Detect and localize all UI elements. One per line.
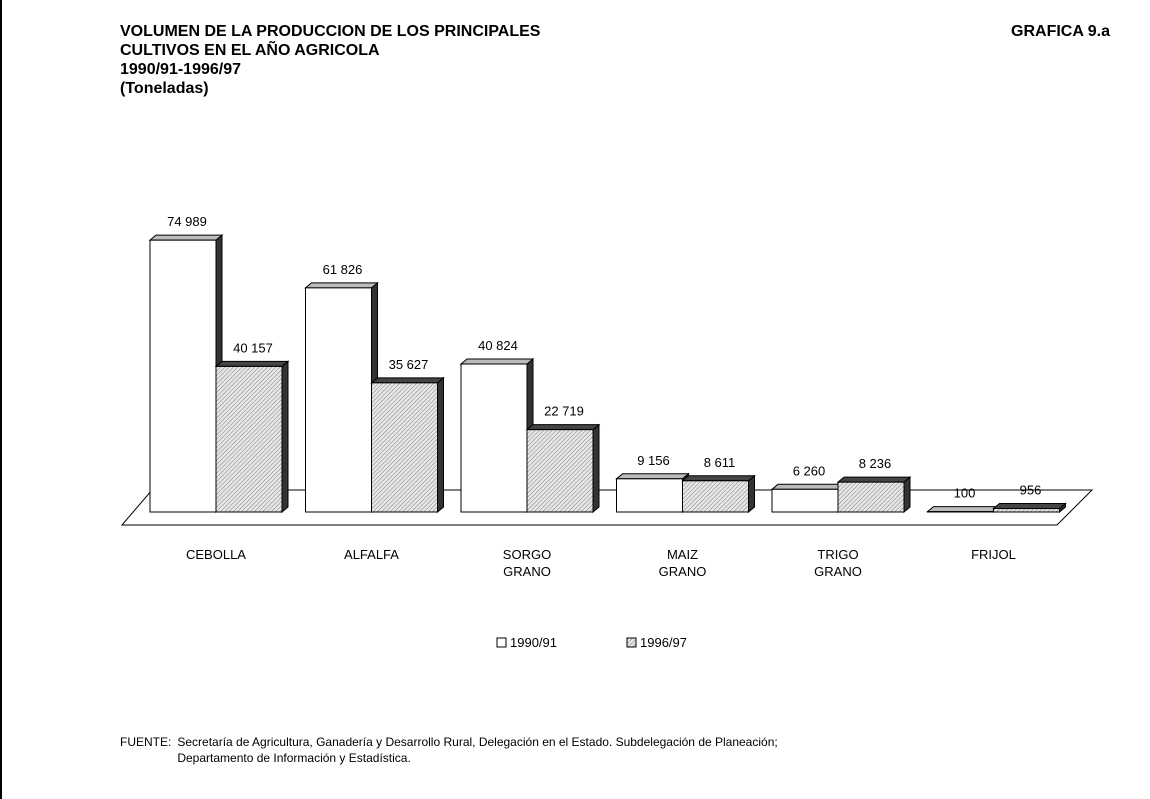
value-label: 35 627	[389, 357, 429, 372]
bar-face	[281, 360, 289, 514]
x-tick-label: TRIGO GRANO	[814, 547, 862, 579]
bar	[926, 505, 1001, 514]
bar	[525, 423, 601, 514]
bar-face	[437, 376, 444, 514]
bar-face	[748, 474, 755, 514]
source-text: Secretaría de Agricultura, Ganadería y D…	[177, 735, 778, 765]
bar-face	[371, 382, 438, 513]
source: FUENTE: Secretaría de Agricultura, Ganad…	[120, 734, 778, 766]
bar	[615, 472, 690, 514]
bar-face	[460, 363, 528, 513]
bar	[770, 483, 846, 514]
bar-face	[615, 473, 690, 480]
bar-face	[771, 488, 839, 513]
bar	[214, 360, 290, 514]
bar	[370, 376, 445, 514]
bar-face	[926, 506, 1001, 513]
bar-face	[149, 239, 217, 513]
source-label: FUENTE:	[120, 735, 172, 749]
bar-face	[682, 480, 749, 513]
bar-face	[993, 508, 1060, 513]
figure-label: GRAFICA 9.a	[1011, 23, 1110, 40]
bar-face	[903, 476, 911, 514]
value-label: 8 236	[859, 456, 892, 471]
legend-swatch	[626, 637, 637, 648]
bar-face	[526, 429, 594, 513]
x-tick-label: MAIZ GRANO	[658, 547, 707, 579]
value-label: 9 156	[637, 453, 670, 468]
bar	[836, 476, 912, 514]
bar-face	[681, 475, 756, 482]
bar-face	[992, 503, 1067, 510]
x-tick-label: SORGO GRANO	[502, 547, 552, 579]
bar-face	[214, 360, 290, 367]
bar	[304, 281, 379, 514]
value-label: 22 719	[544, 404, 584, 419]
bar-face	[770, 483, 846, 490]
value-label: 6 260	[793, 463, 826, 478]
value-label: 956	[1020, 483, 1042, 498]
legend-swatch	[496, 637, 507, 648]
value-label: 74 989	[167, 214, 207, 229]
bar-face	[837, 481, 905, 513]
bar-face	[836, 476, 912, 483]
value-label: 100	[954, 486, 976, 501]
value-label: 61 826	[323, 262, 363, 277]
bar-face	[525, 424, 601, 431]
chart-subtitle: 1990/91-1996/97	[120, 61, 241, 78]
bar-face	[616, 478, 683, 513]
legend-label: 1996/97	[640, 635, 687, 650]
value-label: 8 611	[704, 455, 736, 470]
x-tick-label: FRIJOL	[971, 547, 1016, 562]
bar-face	[459, 358, 535, 365]
unit-label: (Toneladas)	[120, 80, 209, 97]
bar	[681, 474, 756, 514]
x-tick-label: ALFALFA	[344, 547, 399, 562]
x-tick-label: CEBOLLA	[186, 547, 246, 562]
bar	[459, 357, 535, 514]
value-label: 40 824	[478, 338, 518, 353]
bar-face	[592, 423, 600, 514]
bar-face	[215, 365, 283, 513]
bar-face	[148, 234, 224, 241]
legend-label: 1990/91	[510, 635, 557, 650]
bar-face	[305, 287, 372, 513]
bar-face	[304, 282, 379, 289]
bar	[148, 234, 224, 514]
bar-face	[370, 377, 445, 384]
bar	[992, 502, 1067, 514]
chart-title: VOLUMEN DE LA PRODUCCION DE LOS PRINCIPA…	[120, 23, 541, 59]
value-label: 40 157	[233, 340, 273, 355]
